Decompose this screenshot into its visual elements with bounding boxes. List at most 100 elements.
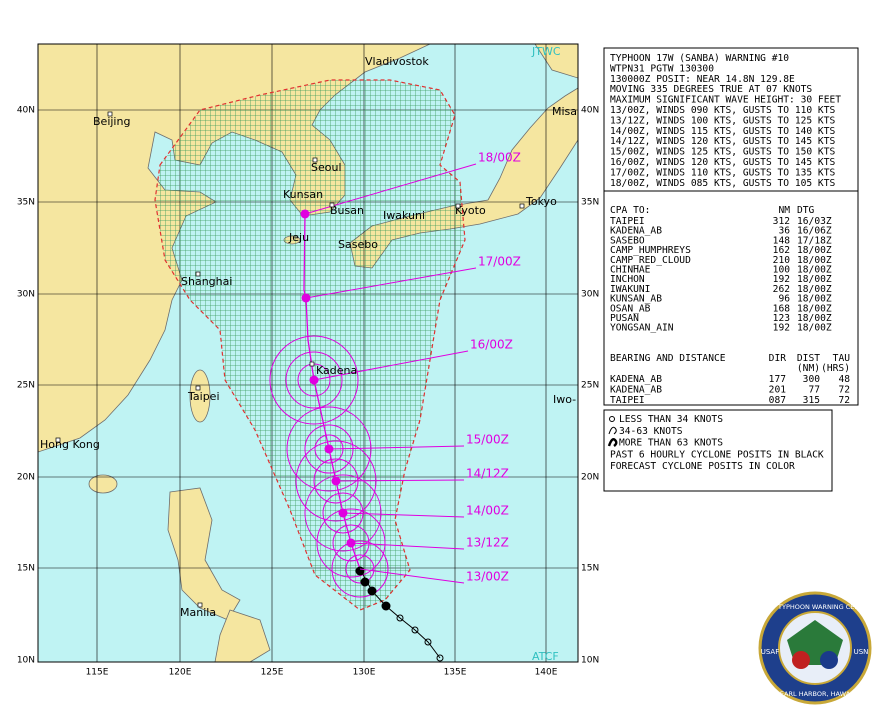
lat-label: 20N: [17, 473, 35, 483]
warning-line: 14/12Z, WINDS 120 KTS, GUSTS TO 145 KTS: [610, 136, 835, 147]
legend-symbols: [607, 416, 618, 447]
lat-label: 15N: [17, 564, 35, 574]
warning-line: 16/00Z, WINDS 120 KTS, GUSTS TO 145 KTS: [610, 157, 835, 168]
place-label: Iwakuni: [383, 209, 425, 222]
bearing-subheader: (NM): [797, 363, 820, 374]
cpa-box: [603, 190, 859, 406]
cpa-cell: 162: [773, 245, 790, 256]
cpa-cell: 18/00Z: [797, 245, 832, 256]
place-label: Kadena: [316, 364, 357, 377]
legend-item: PAST 6 HOURLY CYCLONE POSITS IN BLACK: [610, 449, 824, 460]
warning-box: [603, 47, 859, 192]
legend-item: FORECAST CYCLONE POSITS IN COLOR: [610, 461, 795, 472]
place-markers: [55, 111, 525, 608]
warning-line: 13/00Z, WINDS 090 KTS, GUSTS TO 110 KTS: [610, 105, 835, 116]
lat-label: 40N: [581, 106, 599, 116]
legend-item: MORE THAN 63 KNOTS: [619, 438, 723, 449]
corner-label: ATCF: [532, 650, 559, 663]
lat-label: 25N: [581, 381, 599, 391]
cpa-cell: 148: [773, 235, 791, 246]
logo-left-text: USAF: [761, 648, 780, 656]
lat-label: 40N: [17, 106, 35, 116]
map: Vladivostok Beijing Seoul Kunsan Busan Jeju Sa…: [38, 44, 578, 663]
cpa-cell: 18/00Z: [797, 323, 832, 334]
place-label: Beijing: [93, 115, 130, 128]
forecast-label: 18/00Z: [478, 151, 521, 165]
wind-radii: [269, 335, 389, 598]
cpa-cell: 18/00Z: [797, 274, 832, 285]
cpa-cell: 36: [778, 226, 790, 237]
cpa-cell: TAIPEI: [610, 216, 645, 227]
bearing-header: BEARING AND DISTANCE: [610, 353, 726, 364]
place-label: Misa: [552, 105, 577, 118]
cpa-cell: 312: [773, 216, 790, 227]
cpa-cell: 262: [773, 284, 790, 295]
place-label: Manila: [180, 606, 216, 619]
cpa-cell: CHINHAE: [610, 265, 651, 276]
place-label: Seoul: [311, 161, 342, 174]
danger-area: [154, 79, 466, 611]
cpa-cell: 18/00Z: [797, 265, 832, 276]
forecast-label: 13/12Z: [466, 536, 509, 550]
past-weak-positions: [396, 614, 444, 662]
place-label: Iwo-: [553, 393, 576, 406]
corner-label: JTWC: [531, 45, 561, 58]
cpa-cell: YONGSAN_AIN: [610, 323, 674, 334]
cpa-cell: 192: [773, 323, 790, 334]
forecast-label: 17/00Z: [478, 255, 521, 269]
bearing-cell: 72: [838, 384, 850, 395]
warning-line: 17/00Z, WINDS 110 KTS, GUSTS TO 135 KTS: [610, 167, 835, 178]
past-positions: [355, 566, 391, 611]
lon-label: 115E: [86, 668, 109, 678]
cpa-cell: 18/00Z: [797, 294, 832, 305]
forecast-label: 13/00Z: [466, 570, 509, 584]
place-label: Taipei: [187, 390, 220, 403]
cpa-cell: 210: [773, 255, 791, 266]
map-frame: [37, 43, 579, 663]
label-leader: [350, 542, 465, 550]
lon-label: 120E: [169, 668, 192, 678]
lat-label: 10N: [581, 656, 599, 666]
cpa-header: DTG: [797, 205, 815, 216]
bearing-cell: KADENA_AB: [610, 374, 662, 385]
label-leader: [342, 512, 465, 518]
label-leader: [328, 445, 465, 450]
bearing-cell: 77: [808, 384, 820, 395]
bearing-cell: TAIPEI: [610, 395, 645, 406]
cpa-cell: KADENA_AB: [610, 226, 662, 237]
legend-item: 34-63 KNOTS: [619, 426, 683, 437]
lat-label: 25N: [17, 381, 35, 391]
lat-label: 10N: [17, 656, 35, 666]
cpa-cell: 192: [773, 274, 790, 285]
cpa-cell: 18/00Z: [797, 255, 832, 266]
lat-label: 15N: [581, 564, 599, 574]
place-labels: Vladivostok Beijing Seoul Kunsan Busan Jeju Sa…: [40, 45, 577, 663]
bearing-cell: 48: [838, 374, 850, 385]
cpa-cell: KUNSAN_AB: [610, 294, 662, 305]
forecast-label: 14/12Z: [466, 467, 509, 481]
cpa-header: CPA TO:: [610, 205, 650, 216]
place-label: Shanghai: [181, 275, 232, 288]
lat-label: 35N: [581, 198, 599, 208]
tick-labels: 40N 40N 35N 35N 30N 30N 25N 25N 20N 20N 15N 15N 10N 1…: [17, 106, 599, 678]
cpa-cell: 16/06Z: [797, 226, 832, 237]
cpa-cell: 17/18Z: [797, 235, 832, 246]
cpa-cell: CAMP_HUMPHREYS: [610, 245, 691, 256]
bearing-cell: 300: [803, 374, 821, 385]
lon-label: 130E: [353, 668, 376, 678]
place-label: Jeju: [288, 231, 309, 244]
warning-line: WTPN31 PGTW 130300: [610, 63, 714, 74]
warning-line: 14/00Z, WINDS 115 KTS, GUSTS TO 140 KTS: [610, 126, 835, 137]
bearing-cell: 087: [769, 395, 787, 406]
bearing-header: TAU: [833, 353, 851, 364]
bearing-header: DIR: [769, 353, 787, 364]
warning-line: MAXIMUM SIGNIFICANT WAVE HEIGHT: 30 FEET: [610, 95, 841, 106]
cpa-cell: INCHON: [610, 274, 645, 285]
bearing-cell: 315: [803, 395, 820, 406]
place-label: Busan: [330, 204, 364, 217]
cpa-cell: 96: [778, 294, 790, 305]
cpa-cell: 18/00Z: [797, 284, 832, 295]
